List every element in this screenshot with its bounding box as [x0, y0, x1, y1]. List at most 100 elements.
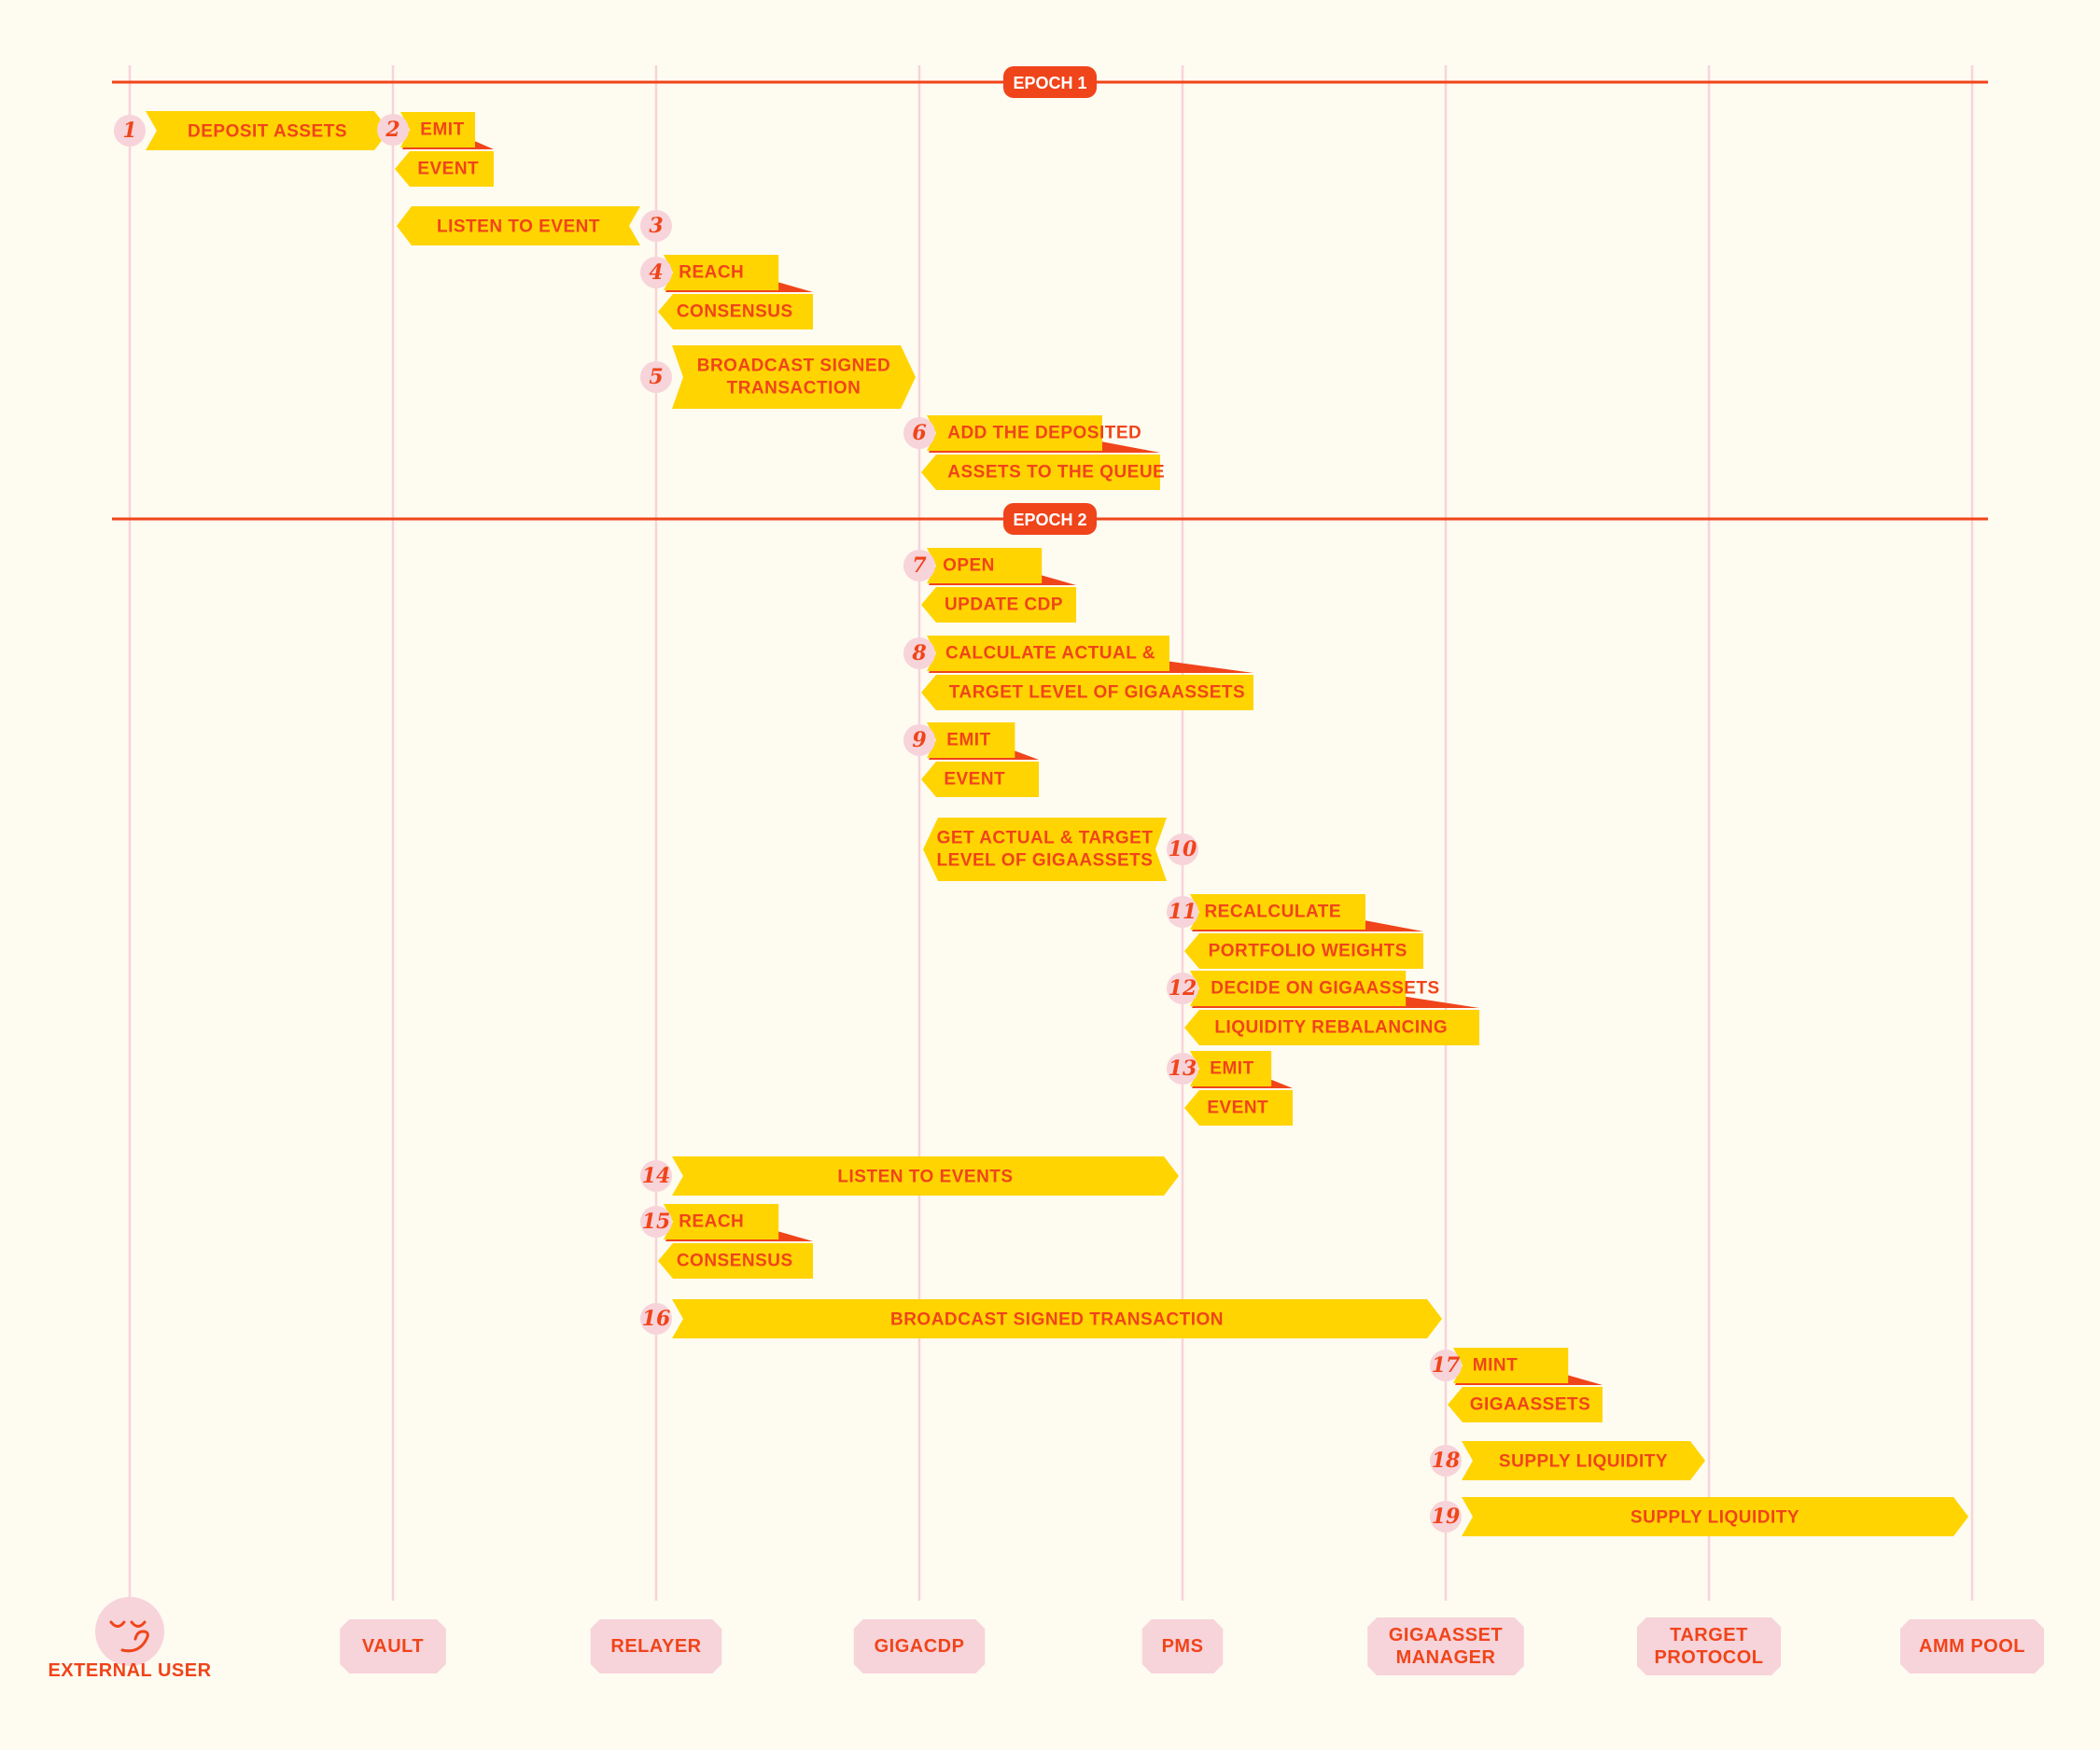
- step-number-badge: [640, 1206, 672, 1238]
- self-loop-bottom: [921, 455, 1160, 490]
- step-number-badge: [1167, 896, 1198, 928]
- self-label-line1: DECIDE ON GIGAASSETS: [1211, 979, 1439, 999]
- actor-label: RELAYER: [610, 1636, 701, 1657]
- step-number: 2: [385, 118, 399, 142]
- epoch-badge: [1003, 66, 1097, 98]
- step-number: 8: [911, 641, 926, 665]
- actor-box: [1141, 1619, 1224, 1673]
- step-number: 14: [642, 1164, 671, 1188]
- self-loop-top: [1453, 1348, 1569, 1383]
- self-loop-top: [664, 255, 779, 290]
- step-number-badge: [1167, 833, 1198, 865]
- step-number-badge: [1430, 1445, 1462, 1477]
- actor-pms: PMS: [1141, 1619, 1224, 1673]
- message-arrow: [146, 111, 389, 150]
- step-number: 6: [912, 421, 926, 445]
- self-label-line1: EMIT: [420, 120, 464, 140]
- arrow-label: LISTEN TO EVENT: [437, 217, 600, 237]
- self-loop-top: [1190, 894, 1365, 930]
- actor-label: PMS: [1162, 1636, 1204, 1657]
- step-2: EMIT EVENT 2: [377, 112, 494, 187]
- self-label-line1: CALCULATE ACTUAL &: [945, 644, 1155, 664]
- step-4: REACH CONSENSUS 4: [640, 255, 813, 329]
- actor-box: [590, 1619, 722, 1673]
- step-number: 1: [122, 119, 136, 143]
- arrow-label: SUPPLY LIQUIDITY: [1631, 1508, 1799, 1528]
- self-label-line2: ASSETS TO THE QUEUE: [947, 463, 1165, 483]
- self-loop-top: [927, 722, 1015, 758]
- smiley-face-icon: [95, 1597, 164, 1666]
- actor-external-user: EXTERNAL USER: [48, 1597, 211, 1681]
- step-10: GET ACTUAL & TARGET LEVEL OF GIGAASSETS 10: [923, 818, 1198, 881]
- actor-box: [340, 1619, 446, 1673]
- step-14: LISTEN TO EVENTS 14: [640, 1156, 1179, 1196]
- actor-label-line: PROTOCOL: [1655, 1647, 1764, 1668]
- step-number-badge: [903, 724, 935, 756]
- self-label-line2: TARGET LEVEL OF GIGAASSETS: [949, 683, 1245, 703]
- self-loop-bottom: [1184, 1090, 1293, 1126]
- arrow-label: LISTEN TO EVENTS: [837, 1168, 1013, 1187]
- self-loop-top: [400, 112, 475, 147]
- step-18: SUPPLY LIQUIDITY 18: [1430, 1441, 1705, 1480]
- self-loop-bottom: [395, 151, 494, 187]
- step-3: LISTEN TO EVENT 3: [397, 206, 672, 245]
- self-label-line2: EVENT: [417, 160, 479, 179]
- actor-label: AMM POOL: [1919, 1636, 2025, 1657]
- actor-box: [1637, 1617, 1781, 1675]
- self-label-line2: LIQUIDITY REBALANCING: [1214, 1018, 1448, 1038]
- step-15: REACH CONSENSUS 15: [640, 1204, 813, 1279]
- self-loop-top: [927, 415, 1102, 451]
- step-number-badge: [1430, 1501, 1462, 1533]
- self-loop-bottom: [1448, 1387, 1603, 1422]
- step-number: 9: [912, 728, 926, 752]
- self-label-line1: RECALCULATE: [1204, 903, 1341, 922]
- step-number: 13: [1169, 1057, 1197, 1081]
- step-number-badge: [1167, 973, 1198, 1004]
- message-arrow: [923, 818, 1167, 881]
- step-number-badge: [1167, 1053, 1198, 1085]
- step-number: 7: [912, 553, 927, 578]
- arrow-label: DEPOSIT ASSETS: [188, 122, 347, 142]
- arrow-label: SUPPLY LIQUIDITY: [1499, 1452, 1668, 1472]
- message-arrow: [397, 206, 640, 245]
- step-6: ADD THE DEPOSITED ASSETS TO THE QUEUE 6: [903, 415, 1165, 490]
- self-label-line1: EMIT: [1210, 1059, 1253, 1079]
- step-number: 16: [642, 1307, 671, 1331]
- step-number-badge: [903, 417, 935, 449]
- actor-box: [853, 1619, 986, 1673]
- actor-box: [1367, 1617, 1524, 1675]
- actor-gigacdp: GIGACDP: [853, 1619, 986, 1673]
- arrow-label-line: TRANSACTION: [727, 379, 861, 399]
- arrow-label-line: GET ACTUAL & TARGET: [937, 829, 1154, 848]
- step-number: 3: [649, 214, 663, 238]
- step-number-badge: [640, 1303, 672, 1335]
- self-loop-top: [664, 1204, 779, 1239]
- actor-label-line: GIGAASSET: [1389, 1625, 1503, 1645]
- step-number: 19: [1432, 1505, 1461, 1529]
- step-number-badge: [640, 210, 672, 242]
- self-label-line2: GIGAASSETS: [1470, 1395, 1591, 1415]
- step-number-badge: [377, 114, 409, 146]
- message-arrow: [1462, 1441, 1705, 1480]
- step-number: 18: [1432, 1449, 1461, 1473]
- arrow-label-line: BROADCAST SIGNED: [697, 357, 891, 376]
- arrow-label: BROADCAST SIGNED TRANSACTION: [890, 1310, 1224, 1330]
- actor-box: [1900, 1619, 2044, 1673]
- self-loop-top: [1190, 971, 1407, 1006]
- self-label-line2: CONSENSUS: [677, 1252, 793, 1271]
- self-loop-top: [927, 636, 1169, 671]
- self-label-line2: UPDATE CDP: [945, 595, 1063, 615]
- self-label-line2: PORTFOLIO WEIGHTS: [1209, 942, 1407, 961]
- step-7: OPEN UPDATE CDP 7: [903, 548, 1076, 623]
- self-label-line2: EVENT: [1207, 1099, 1268, 1118]
- step-5: BROADCAST SIGNED TRANSACTION 5: [640, 345, 916, 409]
- actor-relayer: RELAYER: [590, 1619, 722, 1673]
- self-loop-top: [1190, 1051, 1272, 1086]
- actor-vault: VAULT: [340, 1619, 446, 1673]
- step-8: CALCULATE ACTUAL & TARGET LEVEL OF GIGAAS…: [903, 636, 1253, 710]
- step-number-badge: [640, 361, 672, 393]
- actor-label: VAULT: [362, 1636, 424, 1657]
